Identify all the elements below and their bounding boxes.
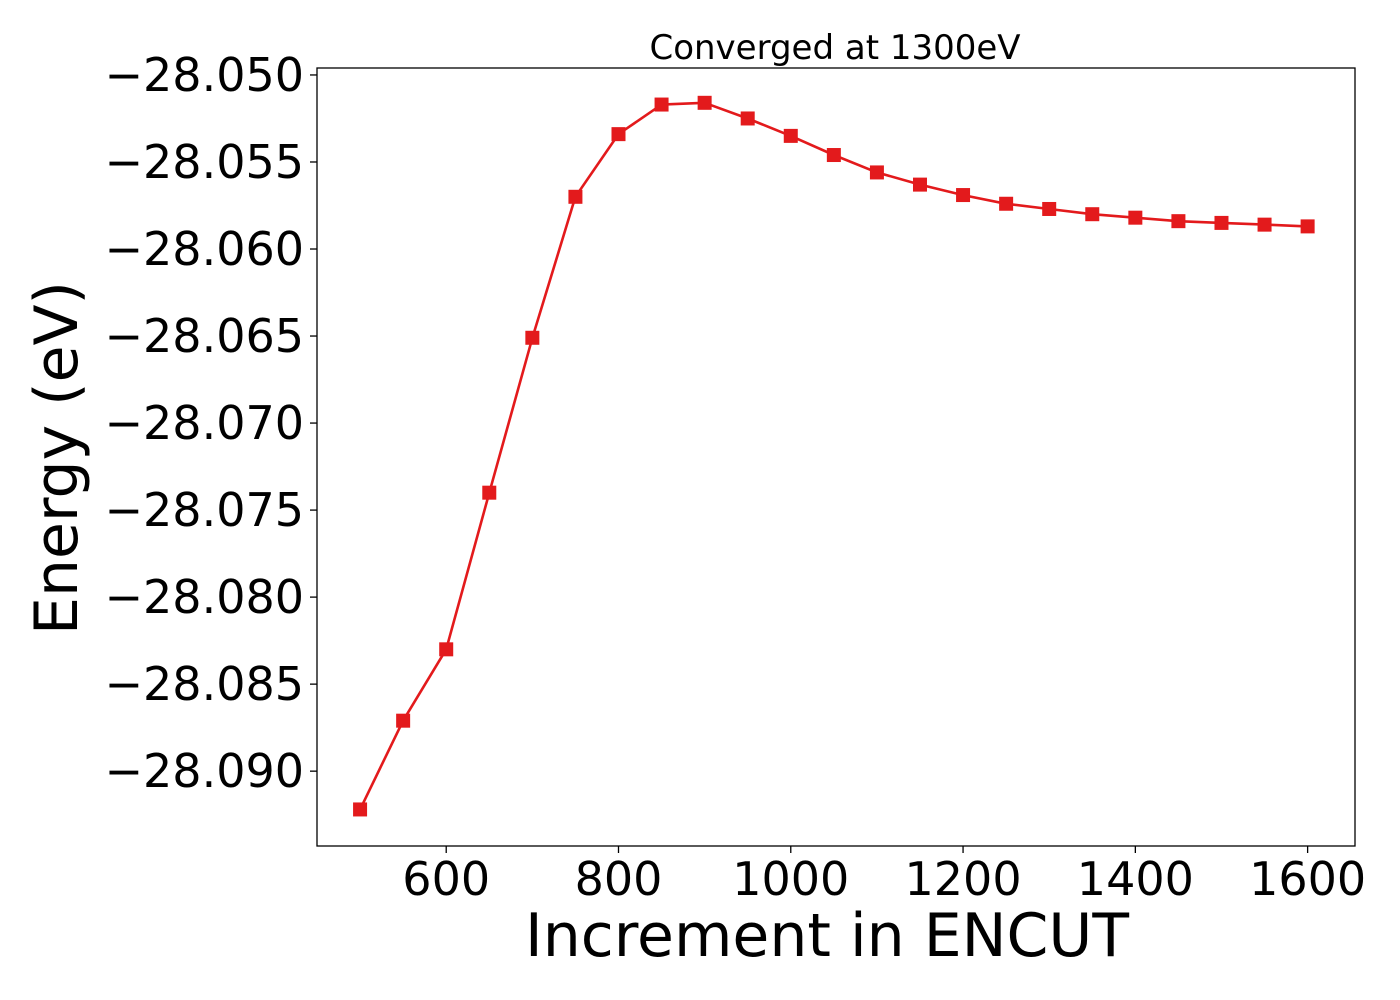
- data-point-marker: [525, 330, 540, 345]
- data-point-marker: [740, 111, 755, 126]
- data-point-marker: [396, 713, 411, 728]
- x-tick-label: 1400: [1077, 852, 1194, 906]
- data-point-marker: [482, 485, 497, 500]
- y-tick-label: −28.070: [105, 396, 305, 450]
- y-tick-label: −28.075: [105, 483, 305, 537]
- data-point-marker: [1085, 207, 1100, 222]
- plot-area: [316, 67, 1356, 847]
- y-tick-label: −28.065: [105, 309, 305, 363]
- data-point-marker: [1128, 210, 1143, 225]
- y-axis: −28.050 −28.055 −28.060 −28.065 −28.070 −28.0…: [105, 48, 317, 798]
- data-point-marker: [568, 189, 583, 204]
- x-tick-label: 1600: [1249, 852, 1366, 906]
- chart-title: Converged at 1300eV: [649, 28, 1020, 68]
- y-tick-label: −28.050: [105, 48, 305, 102]
- data-point-marker: [654, 97, 669, 112]
- data-point-marker: [869, 165, 884, 180]
- data-point-marker: [912, 177, 927, 192]
- y-axis-title: Energy (eV): [22, 281, 92, 635]
- data-point-marker: [439, 642, 454, 657]
- y-tick-label: −28.080: [105, 570, 305, 624]
- data-point-marker: [956, 188, 971, 203]
- data-point-marker: [1214, 215, 1229, 230]
- x-tick-label: 800: [575, 852, 663, 906]
- x-tick-label: 1200: [905, 852, 1022, 906]
- data-point-marker: [999, 196, 1014, 211]
- data-point-marker: [353, 802, 368, 817]
- data-point-marker: [1257, 217, 1272, 232]
- x-axis: 600 800 1000 1200 1400 1600: [402, 846, 1366, 906]
- data-point-marker: [1042, 201, 1057, 216]
- data-point-marker: [611, 127, 626, 142]
- series-layer: [353, 95, 1315, 817]
- x-tick-label: 600: [402, 852, 490, 906]
- data-point-marker: [826, 148, 841, 163]
- data-point-marker: [1171, 214, 1186, 229]
- data-point-marker: [783, 128, 798, 143]
- y-tick-label: −28.060: [105, 222, 305, 276]
- x-axis-title: Increment in ENCUT: [525, 901, 1129, 971]
- y-tick-label: −28.085: [105, 657, 305, 711]
- y-tick-label: −28.055: [105, 135, 305, 189]
- y-tick-label: −28.090: [105, 744, 305, 798]
- data-point-marker: [1300, 219, 1315, 234]
- data-point-marker: [697, 95, 712, 110]
- x-tick-label: 1000: [732, 852, 849, 906]
